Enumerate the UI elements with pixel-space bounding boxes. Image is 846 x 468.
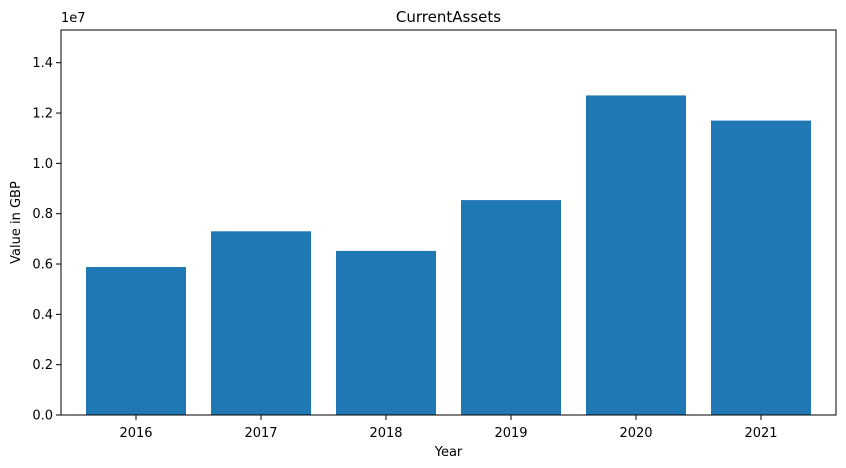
y-tick-label: 1.2 — [32, 107, 53, 122]
bars-group — [86, 95, 811, 416]
y-axis-offset-text: 1e7 — [61, 11, 86, 26]
y-axis-ticks: 0.0 0.2 0.4 0.6 0.8 1.0 1.2 1.4 — [32, 56, 61, 424]
y-tick-label: 1.4 — [32, 56, 53, 71]
bar-2021 — [711, 120, 811, 416]
x-tick-label: 2018 — [369, 426, 402, 441]
x-tick-label: 2020 — [619, 426, 652, 441]
plot-frame — [60, 29, 837, 416]
x-tick-label: 2019 — [494, 426, 527, 441]
x-tick-label: 2021 — [744, 426, 777, 441]
y-axis-label: Value in GBP — [9, 181, 24, 264]
y-tick-label: 1.0 — [32, 157, 53, 172]
x-axis-label: Year — [434, 445, 463, 460]
y-tick-label: 0.8 — [32, 207, 53, 222]
y-tick-label: 0.2 — [32, 358, 53, 373]
x-tick-label: 2017 — [244, 426, 277, 441]
y-tick-label: 0.0 — [32, 409, 53, 424]
bar-2016 — [86, 267, 186, 415]
bar-2017 — [211, 231, 311, 415]
x-tick-label: 2016 — [119, 426, 152, 441]
y-tick-label: 0.4 — [32, 308, 53, 323]
bar-2018 — [336, 250, 436, 415]
x-axis-ticks: 2016 2017 2018 2019 2020 2021 — [119, 415, 778, 441]
chart-title: CurrentAssets — [396, 8, 501, 26]
y-tick-label: 0.6 — [32, 258, 53, 273]
bar-2019 — [461, 200, 561, 415]
bar-2020 — [586, 95, 686, 415]
